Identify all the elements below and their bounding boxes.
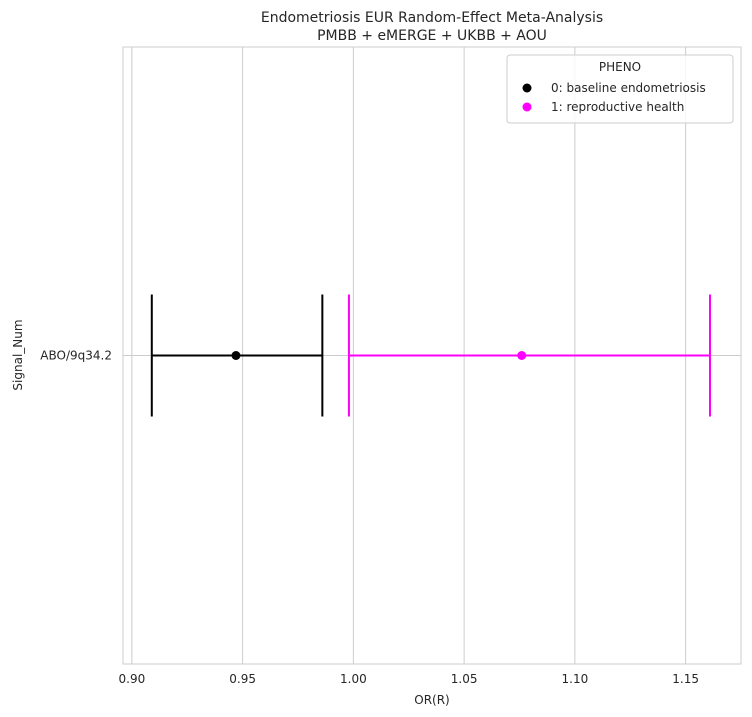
- x-tick-label: 1.10: [562, 672, 589, 686]
- x-tick-label: 0.90: [119, 672, 146, 686]
- x-axis-ticks: 0.90 0.95 1.00 1.05 1.10 1.15: [119, 672, 699, 686]
- y-axis-ticks: ABO/9q34.2: [40, 349, 112, 363]
- data-marks: [150, 294, 711, 417]
- y-axis-label: Signal_Num: [11, 319, 25, 390]
- or-point-series-1: [517, 351, 527, 360]
- legend-title: PHENO: [599, 60, 641, 74]
- x-tick-label: 0.95: [229, 672, 256, 686]
- legend: PHENO 0: baseline endometriosis 1: repro…: [506, 54, 734, 124]
- chart-title: Endometriosis EUR Random-Effect Meta-Ana…: [261, 10, 603, 26]
- x-axis-label: OR(R): [414, 693, 449, 707]
- legend-entry-reproductive: 1: reproductive health: [551, 100, 684, 114]
- x-tick-label: 1.05: [451, 672, 478, 686]
- y-tick-label: ABO/9q34.2: [40, 349, 112, 363]
- legend-marker-reproductive: [522, 102, 532, 112]
- or-point-series-0: [231, 351, 241, 360]
- legend-marker-baseline: [522, 83, 532, 93]
- legend-frame: [506, 54, 734, 124]
- legend-entry-baseline: 0: baseline endometriosis: [551, 81, 706, 95]
- chart-subtitle: PMBB + eMERGE + UKBB + AOU: [317, 28, 547, 44]
- x-tick-label: 1.00: [340, 672, 367, 686]
- x-tick-label: 1.15: [672, 672, 699, 686]
- plot-area-frame: [122, 46, 742, 665]
